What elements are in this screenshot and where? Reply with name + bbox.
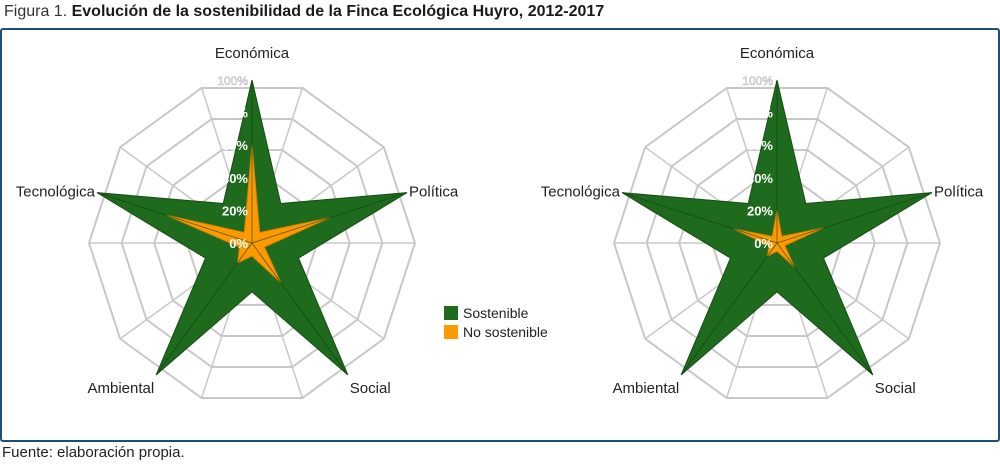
- legend-swatch: [444, 306, 458, 320]
- tick-label: 40%: [222, 171, 248, 186]
- legend: Sostenible No sostenible: [444, 305, 548, 340]
- legend-label: No sostenible: [463, 324, 548, 340]
- axis-label-tecnológica: Tecnológica: [541, 184, 621, 201]
- tick-label: 40%: [747, 171, 773, 186]
- axis-label-tecnológica: Tecnológica: [16, 184, 96, 201]
- axis-label-económica: Económica: [215, 45, 290, 62]
- axis-line: [251, 192, 408, 244]
- axis-label-social: Social: [875, 380, 916, 397]
- tick-label: 60%: [222, 138, 248, 153]
- tick-label: 100%: [742, 74, 773, 88]
- tick-label: 60%: [747, 138, 773, 153]
- axis-line: [776, 242, 874, 376]
- axis-label-económica: Económica: [740, 45, 815, 62]
- tick-label: 80%: [222, 106, 248, 121]
- radar-chart-1: 0% 20% 40% 60% 80% 100% Económica Política Socia…: [16, 45, 459, 400]
- series-no-sostenible: [733, 210, 824, 268]
- axis-label-social: Social: [350, 380, 391, 397]
- tick-label: 80%: [747, 106, 773, 121]
- legend-label: Sostenible: [463, 305, 529, 321]
- axis-label-política: Política: [934, 184, 984, 201]
- axis-label-ambiental: Ambiental: [612, 380, 679, 397]
- axis-label-política: Política: [409, 184, 459, 201]
- figure-title: Figura 1. Evolución de la sostenibilidad…: [4, 3, 604, 21]
- figure-title-text: Evolución de la sostenibilidad de la Fin…: [71, 3, 605, 20]
- axis-line: [621, 192, 778, 244]
- axis-line: [680, 242, 778, 376]
- tick-label: 20%: [747, 203, 773, 218]
- axis-line: [776, 192, 933, 244]
- axis-label-ambiental: Ambiental: [87, 380, 154, 397]
- axis-line: [96, 192, 253, 244]
- figure-number: Figura 1.: [4, 3, 72, 20]
- axis-line: [251, 242, 349, 376]
- series-no-sostenible: [166, 145, 330, 283]
- radar-chart-2: 0% 20% 40% 60% 80% 100% Económica Política Socia…: [541, 45, 984, 400]
- tick-label: 20%: [222, 203, 248, 218]
- source-note: Fuente: elaboración propia.: [2, 444, 185, 461]
- tick-label: 0%: [754, 236, 773, 251]
- axis-line: [155, 242, 253, 376]
- legend-swatch: [444, 325, 458, 339]
- tick-label: 100%: [217, 74, 248, 88]
- tick-label: 0%: [229, 236, 248, 251]
